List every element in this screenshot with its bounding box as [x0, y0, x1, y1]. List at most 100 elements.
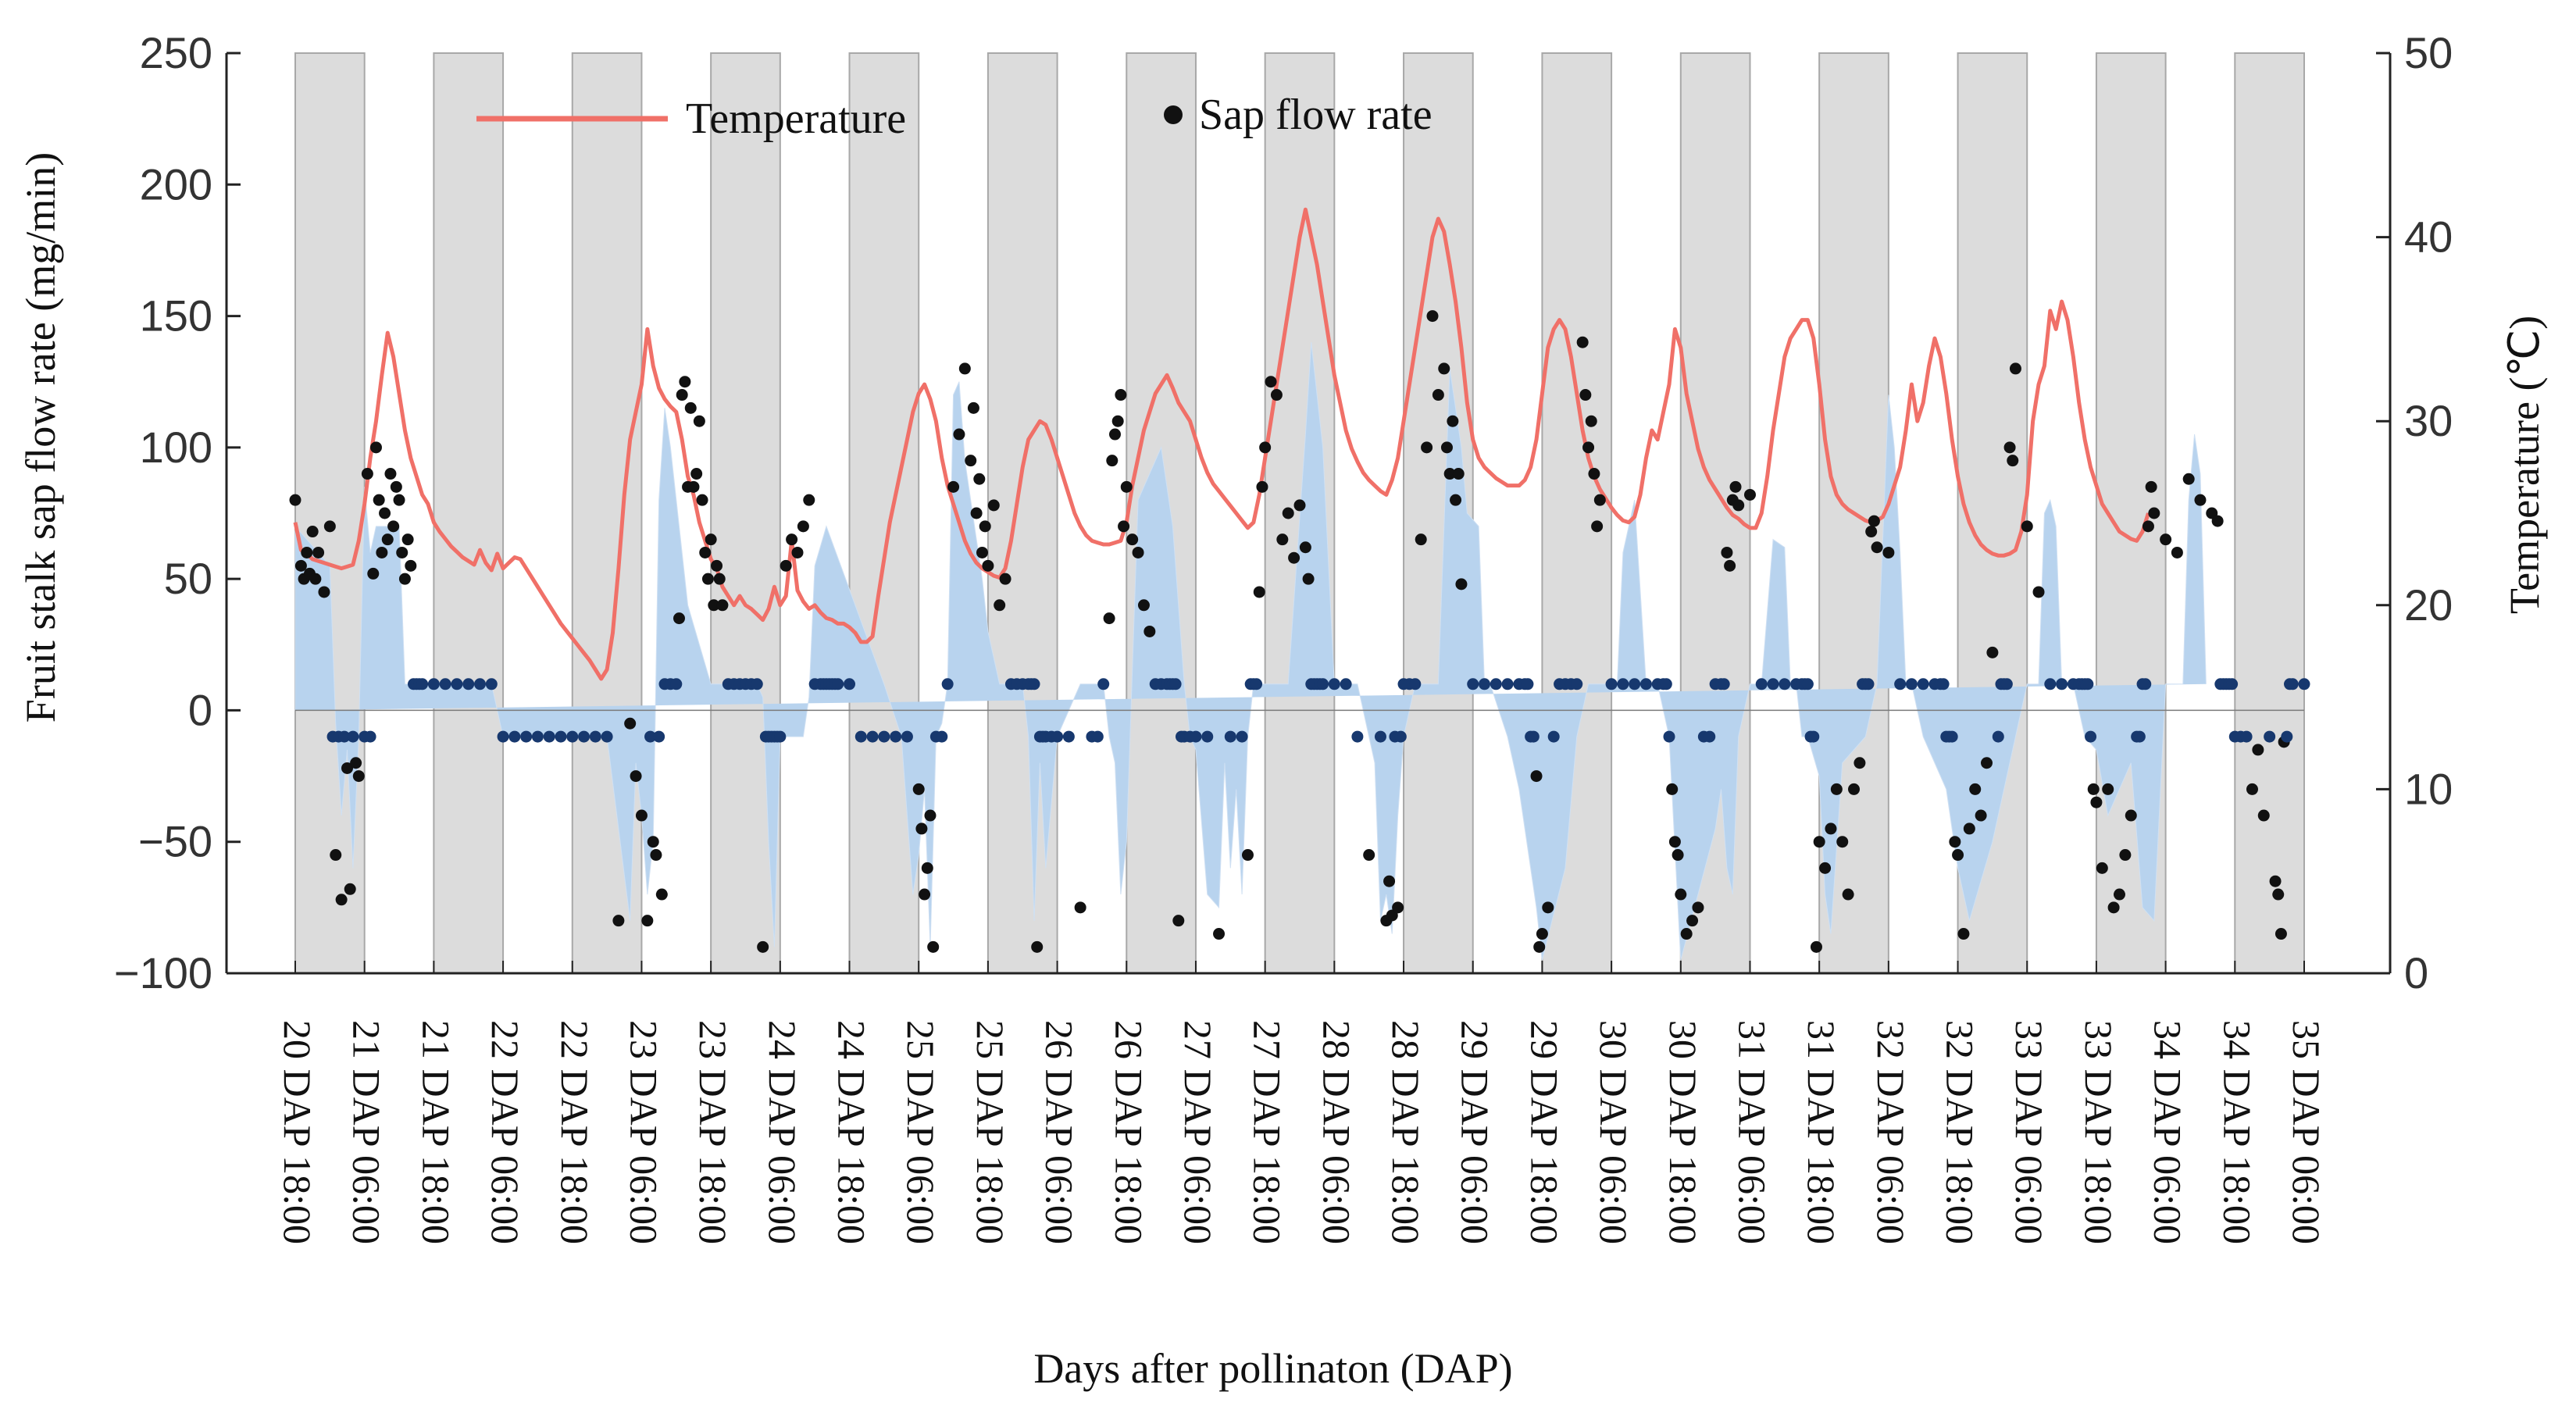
sap-flow-point — [1115, 389, 1127, 401]
sap-flow-point — [1917, 678, 1929, 690]
x-tick-label: 34 DAP 18:00 — [2215, 1020, 2259, 1244]
sap-flow-point — [1438, 362, 1450, 375]
sap-flow-point — [1241, 849, 1254, 862]
sap-flow-point — [1854, 757, 1866, 769]
sap-flow-point — [1724, 559, 1736, 572]
sap-flow-point — [708, 599, 720, 612]
sap-flow-point — [774, 730, 787, 743]
sap-flow-point — [2056, 678, 2068, 690]
sap-flow-point — [751, 678, 763, 690]
sap-flow-point — [1251, 678, 1263, 690]
sap-flow-point — [555, 730, 567, 743]
sap-flow-point — [1836, 836, 1849, 848]
sap-flow-point — [1421, 441, 1433, 454]
sap-flow-point — [1467, 678, 1479, 690]
sap-flow-point — [497, 730, 509, 743]
sap-flow-point — [1629, 678, 1641, 690]
y-right-tick-label: 20 — [2404, 580, 2453, 630]
sap-flow-point — [2211, 515, 2224, 527]
sap-flow-point — [1106, 455, 1119, 467]
sap-flow-point — [1680, 928, 1693, 940]
sap-flow-point — [2142, 520, 2154, 533]
sap-flow-point — [2007, 455, 2019, 467]
sap-flow-point — [2107, 901, 2120, 914]
sap-flow-point — [676, 389, 688, 401]
sap-flow-point — [301, 546, 313, 558]
sap-flow-point — [1126, 533, 1139, 546]
sap-flow-point — [1704, 730, 1716, 743]
x-tick-label: 23 DAP 18:00 — [691, 1020, 735, 1244]
sap-flow-point — [1383, 875, 1396, 887]
sap-flow-point — [1582, 441, 1595, 454]
sap-flow-point — [670, 678, 683, 690]
sap-flow-point — [953, 428, 965, 441]
sap-flow-point — [338, 730, 351, 743]
sap-flow-point — [2021, 520, 2033, 533]
sap-flow-point — [1547, 730, 1560, 743]
sap-flow-point — [1779, 678, 1791, 690]
sap-flow-point — [653, 730, 665, 743]
x-tick-label: 33 DAP 18:00 — [2077, 1020, 2121, 1244]
sap-flow-point — [2044, 678, 2057, 690]
sap-flow-point — [1302, 573, 1315, 585]
sap-flow-point — [2133, 730, 2146, 743]
sap-flow-point — [878, 730, 890, 743]
sap-flow-point — [1810, 940, 1822, 953]
sap-flow-point — [1605, 678, 1618, 690]
sap-flow-point — [716, 599, 729, 612]
sap-flow-point — [347, 730, 359, 743]
y-left-tick-label: 150 — [140, 291, 212, 341]
sap-flow-point — [1501, 678, 1514, 690]
sap-flow-point — [832, 678, 844, 690]
sap-flow-point — [352, 770, 365, 783]
sap-flow-point — [1317, 678, 1329, 690]
y-left-tick-label: 250 — [140, 28, 212, 77]
sap-flow-point — [701, 573, 714, 585]
x-tick-label: 29 DAP 06:00 — [1454, 1020, 1497, 1244]
sap-flow-point — [713, 573, 726, 585]
sap-flow-point — [1479, 678, 1491, 690]
sap-flow-point — [1830, 783, 1843, 795]
legend-sap-flow-marker — [1164, 105, 1183, 124]
sap-flow-point — [2113, 888, 2125, 901]
sap-flow-point — [2281, 730, 2293, 743]
sap-flow-point — [312, 546, 325, 558]
sap-flow-point — [965, 455, 977, 467]
sap-flow-point — [1051, 730, 1064, 743]
sap-flow-area-fill — [294, 342, 2207, 961]
sap-flow-point — [1340, 678, 1352, 690]
sap-flow-point — [1686, 915, 1699, 927]
sap-flow-point — [344, 883, 356, 895]
sap-flow-point — [1172, 915, 1185, 927]
sap-flow-point — [915, 822, 928, 835]
sap-flow-point — [1450, 494, 1462, 506]
sap-flow-point — [1490, 678, 1502, 690]
x-tick-label: 26 DAP 18:00 — [1107, 1020, 1151, 1244]
sap-flow-point — [1394, 730, 1407, 743]
sap-flow-point — [624, 717, 637, 730]
sap-flow-point — [2032, 586, 2045, 598]
sap-flow-point — [2009, 362, 2021, 375]
sap-flow-point — [439, 678, 451, 690]
sap-flow-point — [2286, 678, 2299, 690]
sap-flow-point — [1536, 928, 1548, 940]
sap-flow-point — [687, 480, 700, 493]
sap-flow-series — [289, 310, 2310, 953]
x-tick-label: 22 DAP 18:00 — [553, 1020, 597, 1244]
sap-flow-point — [379, 507, 391, 519]
sap-flow-point — [1801, 678, 1814, 690]
x-tick-label: 20 DAP 18:00 — [276, 1020, 319, 1244]
sap-flow-point — [387, 520, 400, 533]
x-axis-title: Days after pollinaton (DAP) — [1033, 1345, 1512, 1392]
sap-flow-point — [1392, 901, 1404, 914]
x-tick-label: 32 DAP 18:00 — [1939, 1020, 1982, 1244]
x-tick-label: 27 DAP 06:00 — [1176, 1020, 1220, 1244]
sap-flow-point — [1169, 678, 1182, 690]
night-band-14 — [2234, 52, 2305, 974]
x-tick-label: 32 DAP 06:00 — [1869, 1020, 1913, 1244]
sap-flow-point — [1288, 551, 1300, 564]
y-left-tick-label: 100 — [140, 423, 212, 472]
x-tick-label: 28 DAP 06:00 — [1315, 1020, 1358, 1244]
sap-flow-point — [1265, 376, 1277, 388]
